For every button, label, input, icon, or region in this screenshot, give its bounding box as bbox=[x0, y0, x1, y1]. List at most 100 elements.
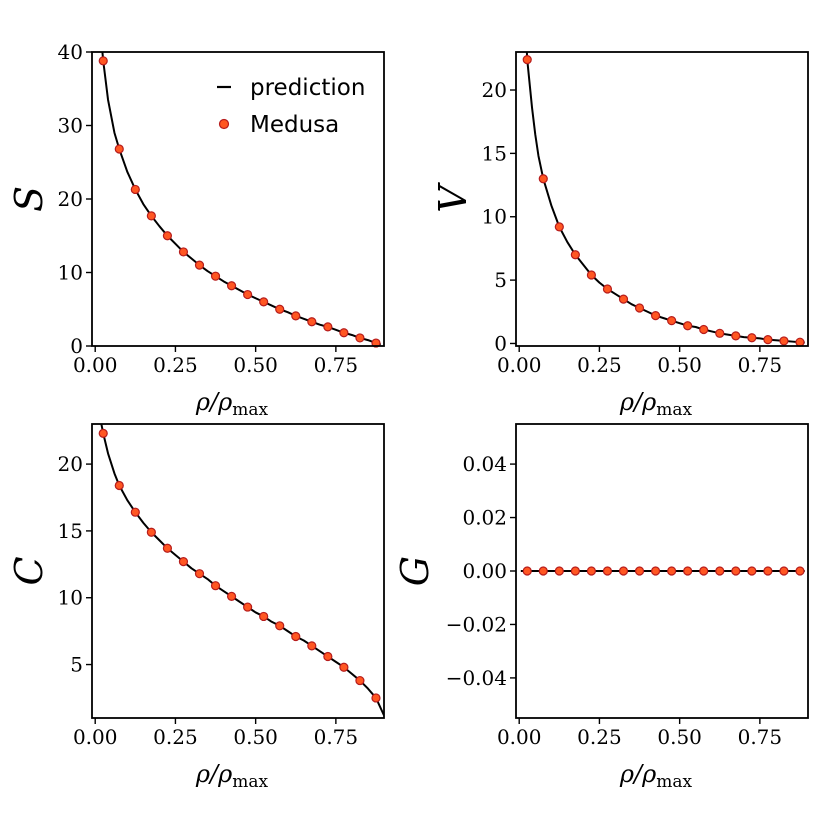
x-tick-label-g: 0.75 bbox=[738, 725, 783, 749]
data-point-c-medusa bbox=[291, 631, 301, 642]
y-tick-label-g: −0.04 bbox=[446, 666, 507, 690]
y-tick-label-c: 20 bbox=[58, 452, 83, 476]
data-point-c-medusa bbox=[194, 569, 205, 579]
data-point-c-medusa bbox=[98, 428, 108, 438]
data-point-v-medusa bbox=[618, 294, 629, 304]
data-point-v-medusa bbox=[570, 250, 580, 260]
data-point-c-medusa bbox=[307, 641, 317, 651]
data-point-c-medusa bbox=[178, 557, 189, 567]
data-point-g-medusa bbox=[683, 566, 693, 576]
data-point-v-medusa bbox=[699, 324, 709, 335]
x-tick-label-v: 0.25 bbox=[577, 353, 622, 377]
x-axis-label-v: ρ/ρmax bbox=[619, 388, 693, 420]
data-point-v-medusa bbox=[763, 335, 773, 345]
data-point-s-medusa bbox=[226, 281, 237, 291]
x-tick-label-v: 0.75 bbox=[738, 353, 783, 377]
data-point-g-medusa bbox=[650, 566, 661, 576]
y-tick-label-s: 0 bbox=[70, 334, 83, 358]
data-point-g-medusa bbox=[667, 566, 677, 576]
data-point-v-medusa bbox=[747, 333, 757, 343]
x-tick-label-s: 0.75 bbox=[314, 353, 359, 377]
data-point-v-medusa bbox=[683, 321, 693, 331]
x-tick-label-s: 0.50 bbox=[233, 353, 278, 377]
data-point-v-medusa bbox=[731, 331, 741, 341]
data-point-c-medusa bbox=[130, 507, 140, 517]
data-point-g-medusa bbox=[731, 566, 741, 576]
y-axis-label-g: G bbox=[393, 556, 437, 586]
data-point-c-medusa bbox=[259, 611, 269, 622]
x-tick-label-c: 0.25 bbox=[153, 725, 198, 749]
data-point-v-medusa bbox=[650, 310, 661, 321]
axes-frame-c bbox=[91, 423, 385, 719]
x-tick-label-g: 0.50 bbox=[657, 725, 702, 749]
x-tick-label-s: 0.25 bbox=[153, 353, 198, 377]
data-point-c-medusa bbox=[323, 651, 333, 662]
x-tick-label-v: 0.00 bbox=[497, 353, 542, 377]
y-tick-label-v: 20 bbox=[482, 78, 507, 102]
data-point-g-medusa bbox=[779, 566, 789, 576]
data-point-g-medusa bbox=[795, 566, 805, 576]
data-point-v-medusa bbox=[586, 270, 597, 280]
data-point-s-medusa bbox=[259, 297, 269, 307]
data-point-s-medusa bbox=[355, 333, 365, 343]
x-tick-label-v: 0.50 bbox=[657, 353, 702, 377]
legend: prediction Medusa bbox=[217, 75, 365, 138]
legend-label-medusa: Medusa bbox=[250, 112, 339, 138]
data-point-s-medusa bbox=[194, 260, 205, 270]
data-point-v-medusa bbox=[779, 336, 789, 346]
data-point-v-medusa bbox=[667, 316, 677, 326]
data-point-s-medusa bbox=[98, 56, 108, 66]
data-point-c-medusa bbox=[371, 693, 381, 703]
x-tick-label-c: 0.75 bbox=[314, 725, 359, 749]
y-tick-label-s: 40 bbox=[58, 40, 83, 64]
data-point-s-medusa bbox=[146, 211, 156, 221]
data-point-g-medusa bbox=[634, 566, 645, 576]
data-point-v-medusa bbox=[554, 222, 564, 232]
y-tick-label-v: 5 bbox=[494, 268, 507, 292]
data-point-g-medusa bbox=[747, 566, 757, 576]
data-point-g-medusa bbox=[586, 566, 597, 576]
y-tick-label-g: 0.02 bbox=[462, 506, 507, 530]
data-point-g-medusa bbox=[522, 566, 532, 576]
data-point-c-medusa bbox=[114, 480, 124, 491]
data-point-g-medusa bbox=[715, 566, 725, 576]
data-point-s-medusa bbox=[243, 289, 253, 300]
y-tick-label-g: −0.02 bbox=[446, 612, 507, 636]
data-point-s-medusa bbox=[210, 271, 221, 281]
data-point-s-medusa bbox=[371, 338, 381, 348]
y-tick-label-v: 0 bbox=[494, 331, 507, 355]
y-tick-label-c: 5 bbox=[70, 653, 83, 677]
x-tick-label-c: 0.50 bbox=[233, 725, 278, 749]
x-tick-label-c: 0.00 bbox=[73, 725, 118, 749]
y-axis-label-s: S bbox=[7, 186, 51, 212]
data-point-c-medusa bbox=[162, 543, 173, 553]
data-point-g-medusa bbox=[699, 566, 709, 576]
series-line-v-prediction bbox=[525, 52, 805, 344]
data-point-c-medusa bbox=[210, 581, 221, 591]
data-point-s-medusa bbox=[275, 304, 285, 314]
data-point-s-medusa bbox=[162, 231, 173, 241]
data-point-g-medusa bbox=[618, 566, 629, 576]
data-point-s-medusa bbox=[291, 311, 301, 321]
data-point-c-medusa bbox=[355, 675, 365, 686]
y-tick-label-s: 20 bbox=[58, 187, 83, 211]
data-point-c-medusa bbox=[339, 662, 349, 672]
data-point-v-medusa bbox=[715, 328, 725, 338]
panel-g: 0.00 0.25 0.50 0.75 −0.04 −0.02 0.00 0.02 0.04 ρ/… bbox=[393, 423, 809, 792]
y-axis-label-v: V bbox=[431, 182, 475, 213]
axes-frame-v bbox=[515, 51, 809, 347]
data-point-s-medusa bbox=[323, 322, 333, 332]
y-tick-label-c: 15 bbox=[58, 519, 83, 543]
x-tick-label-g: 0.25 bbox=[577, 725, 622, 749]
data-point-s-medusa bbox=[178, 247, 189, 257]
data-point-c-medusa bbox=[146, 527, 156, 537]
y-tick-label-s: 10 bbox=[58, 261, 83, 285]
x-tick-label-g: 0.00 bbox=[497, 725, 542, 749]
data-point-g-medusa bbox=[763, 566, 773, 576]
data-point-v-medusa bbox=[538, 174, 548, 184]
data-point-c-medusa bbox=[243, 602, 253, 612]
data-point-s-medusa bbox=[307, 317, 317, 327]
y-tick-label-s: 30 bbox=[58, 114, 83, 138]
x-axis-label-c: ρ/ρmax bbox=[195, 760, 269, 792]
